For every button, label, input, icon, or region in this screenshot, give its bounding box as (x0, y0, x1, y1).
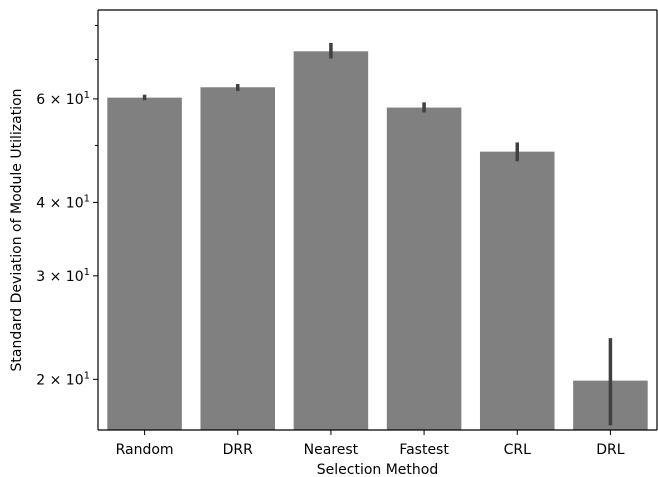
y-tick-label: 3 × 101 (36, 267, 90, 285)
x-tick-label: Fastest (399, 442, 449, 458)
bar-fastest (386, 107, 462, 430)
x-tick-label: Random (116, 442, 174, 458)
y-tick-label: 4 × 101 (36, 193, 90, 211)
bar-drr (200, 87, 276, 430)
bars-group (107, 51, 648, 431)
axes-group (97, 9, 658, 431)
x-axis-label: Selection Method (317, 462, 438, 477)
y-ticks-group: 2 × 101 3 × 101 4 × 101 6 × 101 (36, 24, 98, 388)
x-tick-label: CRL (504, 442, 532, 458)
y-tick-label: 6 × 101 (36, 90, 90, 108)
y-tick-label: 2 × 101 (36, 370, 90, 388)
bar-random (107, 97, 182, 431)
x-tick-label: DRL (596, 442, 625, 458)
bar-nearest (293, 51, 369, 430)
x-tick-label: Nearest (304, 442, 359, 458)
y-axis-label: Standard Deviation of Module Utilization (9, 88, 25, 371)
error-bars-group (142, 42, 613, 426)
x-ticks-group: Random DRR Nearest Fastest CRL DRL (116, 430, 625, 458)
bar-crl (479, 151, 555, 430)
x-tick-label: DRR (223, 442, 254, 458)
